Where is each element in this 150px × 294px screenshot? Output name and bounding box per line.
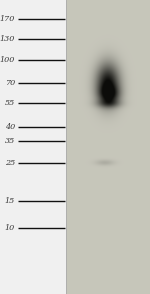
Text: 35: 35 bbox=[5, 136, 15, 145]
Text: 100: 100 bbox=[0, 56, 15, 64]
Text: 170: 170 bbox=[0, 15, 15, 23]
Bar bbox=[0, 0, 66, 294]
Text: 10: 10 bbox=[5, 224, 15, 232]
Text: 130: 130 bbox=[0, 35, 15, 43]
Text: 25: 25 bbox=[5, 158, 15, 167]
Text: 70: 70 bbox=[5, 79, 15, 88]
Text: 40: 40 bbox=[5, 123, 15, 131]
Text: 15: 15 bbox=[5, 196, 15, 205]
Text: 55: 55 bbox=[5, 99, 15, 108]
